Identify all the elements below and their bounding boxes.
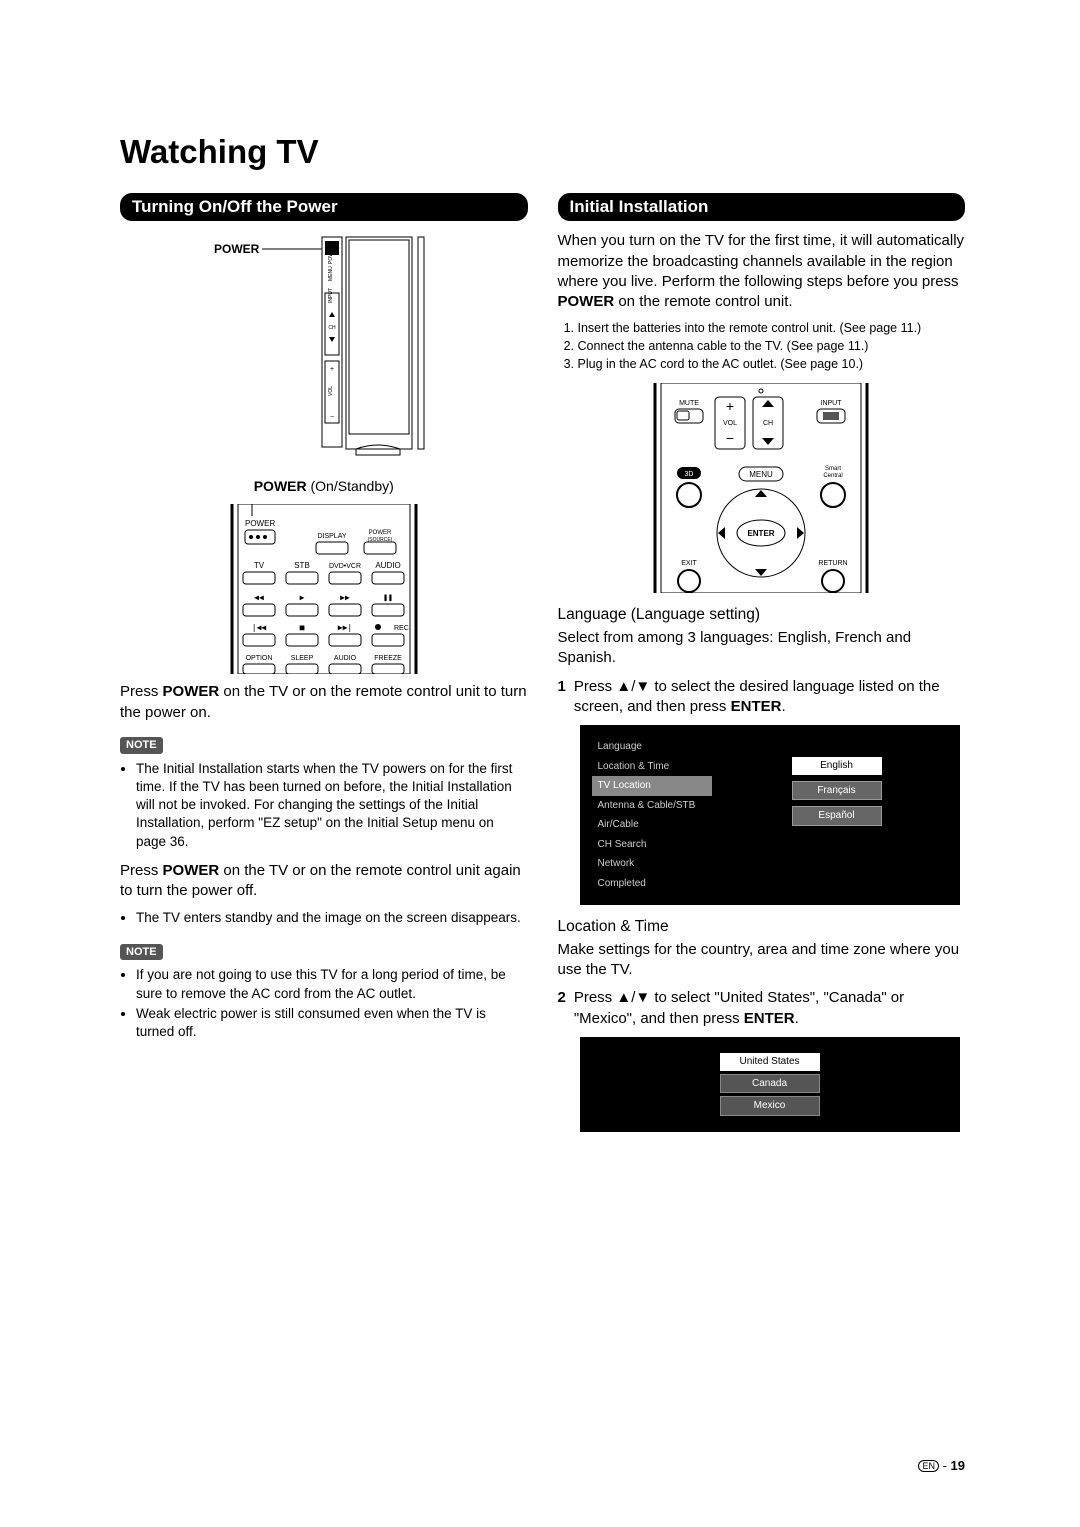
page-number: EN - 19 [918,1457,965,1475]
prep-steps: Insert the batteries into the remote con… [558,320,966,373]
svg-text:TV: TV [254,561,265,570]
svg-text:−: − [726,430,734,446]
lang-menu-item: Antenna & Cable/STB [592,796,712,816]
step-1: 1 Press ▲/▼ to select the desired langua… [558,677,966,718]
lang-menu-item: CH Search [592,835,712,855]
svg-text:+: + [726,398,734,414]
svg-text:REC: REC [394,625,409,632]
svg-text:EXIT: EXIT [681,560,697,567]
svg-text:◀◀: ◀◀ [254,593,264,602]
lang-menu-item: Language [592,737,712,757]
lang-opt-espanol: Español [792,806,882,826]
off-item: The TV enters standby and the image on t… [136,909,528,927]
power-label-text: POWER [214,242,260,256]
loc-opt-mexico: Mexico [720,1096,820,1116]
language-subhead: Language (Language setting) [558,605,966,626]
language-screen: LanguageLocation & TimeTV LocationAntenn… [580,725,960,905]
svg-text:Central: Central [824,473,843,479]
svg-text:3D: 3D [685,471,694,478]
svg-text:▶▶|: ▶▶| [338,623,352,632]
remote-top-diagram: POWER DISPLAY POWER (SOURCE) TV STB DVD•… [120,504,528,674]
lang-menu-item: Network [592,854,712,874]
page-title: Watching TV [120,130,965,175]
lang-code: EN [918,1460,939,1472]
svg-text:INPUT: INPUT [328,288,334,303]
press-power-on: Press POWER on the TV or on the remote c… [120,682,528,723]
svg-text:DISPLAY: DISPLAY [317,533,346,540]
svg-text:Smart: Smart [825,466,841,472]
svg-text:FREEZE: FREEZE [374,655,402,662]
lang-menu-item: Completed [592,874,712,894]
svg-text:|◀◀: |◀◀ [252,623,267,632]
svg-text:AUDIO: AUDIO [334,655,357,662]
off-list: The TV enters standby and the image on t… [120,909,528,927]
svg-text:CH: CH [328,325,336,331]
prep-step-1: Insert the batteries into the remote con… [578,320,966,337]
svg-text:POWER: POWER [368,530,391,536]
location-screen: United States Canada Mexico [580,1037,960,1132]
svg-text:❚❚: ❚❚ [383,593,393,602]
svg-text:OPTION: OPTION [245,655,272,662]
loc-opt-canada: Canada [720,1074,820,1094]
svg-text:ENTER: ENTER [748,529,775,538]
svg-text:MUTE: MUTE [679,400,699,407]
note2-item-1: Weak electric power is still consumed ev… [136,1005,528,1041]
power-caption-bold: POWER [254,478,307,494]
note2-list: If you are not going to use this TV for … [120,966,528,1041]
svg-text:DVD•VCR: DVD•VCR [329,563,361,570]
language-options: English Français Español [726,757,948,826]
svg-text:▶▶: ▶▶ [340,593,350,602]
step-1-text: Press ▲/▼ to select the desired language… [574,677,965,718]
power-caption-rest: (On/Standby) [307,478,394,494]
svg-text:−: − [330,414,334,421]
step-1-num: 1 [558,677,566,718]
lang-menu-item: TV Location [592,776,712,796]
note-badge-2: NOTE [120,944,163,961]
location-subhead: Location & Time [558,917,966,938]
svg-text:SLEEP: SLEEP [290,655,313,662]
language-menu: LanguageLocation & TimeTV LocationAntenn… [592,737,712,893]
svg-text:CH: CH [763,420,773,427]
note2-item-0: If you are not going to use this TV for … [136,966,528,1002]
press-power-off: Press POWER on the TV or on the remote c… [120,861,528,902]
location-body: Make settings for the country, area and … [558,940,966,981]
step-2: 2 Press ▲/▼ to select "United States", "… [558,988,966,1029]
language-body: Select from among 3 languages: English, … [558,628,966,669]
section-title-initial: Initial Installation [558,193,966,222]
svg-text:MENU: MENU [328,266,334,281]
right-column: Initial Installation When you turn on th… [558,193,966,1142]
loc-opt-us: United States [720,1053,820,1071]
section-title-power: Turning On/Off the Power [120,193,528,222]
lang-menu-item: Location & Time [592,757,712,777]
step-2-num: 2 [558,988,566,1029]
svg-text:STB: STB [294,561,310,570]
svg-text:VOL: VOL [723,420,737,427]
prep-step-2: Connect the antenna cable to the TV. (Se… [578,338,966,355]
lang-opt-english: English [792,757,882,775]
svg-text:▶: ▶ [299,593,304,602]
step-2-text: Press ▲/▼ to select "United States", "Ca… [574,988,965,1029]
two-column-layout: Turning On/Off the Power POWER POWER MEN… [120,193,965,1142]
note-badge-1: NOTE [120,737,163,754]
svg-text:MENU: MENU [749,470,773,479]
lang-menu-item: Air/Cable [592,815,712,835]
svg-text:■: ■ [299,623,304,632]
location-options: United States Canada Mexico [720,1053,820,1116]
note1-list: The Initial Installation starts when the… [120,760,528,851]
intro-text: When you turn on the TV for the first ti… [558,231,966,312]
svg-text:POWER: POWER [245,519,275,528]
tv-side-diagram: POWER POWER MENU INPUT CH + VOL − [120,231,528,471]
note1-item: The Initial Installation starts when the… [136,760,528,851]
power-caption: POWER (On/Standby) [120,477,528,496]
svg-text:VOL: VOL [328,386,334,396]
remote-nav-diagram: MUTE + VOL − CH INPUT 3D [558,383,966,593]
svg-text:RETURN: RETURN [819,560,848,567]
svg-text:+: + [330,366,334,373]
svg-text:AUDIO: AUDIO [375,561,400,570]
lang-opt-francais: Français [792,781,882,801]
left-column: Turning On/Off the Power POWER POWER MEN… [120,193,528,1142]
svg-text:INPUT: INPUT [821,400,843,407]
prep-step-3: Plug in the AC cord to the AC outlet. (S… [578,356,966,373]
svg-text:POWER: POWER [328,245,334,264]
